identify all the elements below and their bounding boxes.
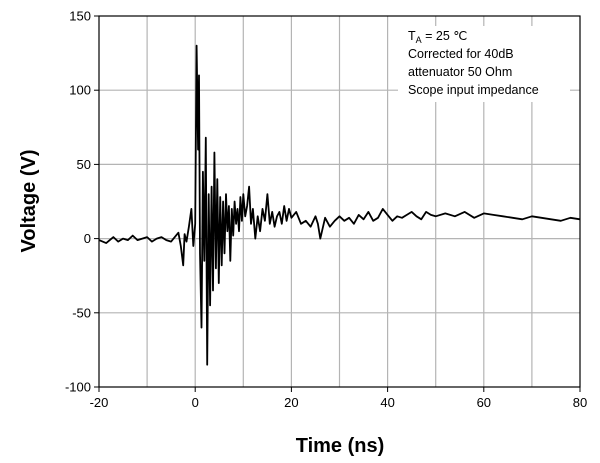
y-axis-ticks: -100 -50 0 50 100 150 — [65, 9, 99, 395]
voltage-trace-line — [98, 44, 581, 366]
x-axis-title: Time (ns) — [296, 435, 385, 457]
x-tick-label: 20 — [284, 395, 298, 410]
y-tick-label: 0 — [84, 231, 91, 246]
plot-frame — [98, 15, 581, 388]
annotation-line-1: TA = 25 ℃ — [408, 29, 467, 45]
y-tick-label: 150 — [69, 9, 91, 24]
y-tick-label: 100 — [69, 83, 91, 98]
annotation-box: TA = 25 ℃ Corrected for 40dB attenuator … — [398, 26, 570, 102]
annotation-line-4: Scope input impedance — [408, 83, 539, 97]
x-tick-label: 80 — [573, 395, 587, 410]
x-tick-label: 60 — [477, 395, 491, 410]
annotation-line-2: Corrected for 40dB — [408, 47, 514, 61]
y-tick-label: -100 — [65, 380, 91, 395]
x-axis-ticks: -20 0 20 40 60 80 — [90, 387, 587, 410]
y-tick-label: 50 — [77, 157, 91, 172]
x-tick-label: -20 — [90, 395, 109, 410]
y-axis-title: Voltage (V) — [18, 150, 40, 253]
x-tick-label: 0 — [192, 395, 199, 410]
annotation-line-3: attenuator 50 Ohm — [408, 65, 512, 79]
x-tick-label: 40 — [380, 395, 394, 410]
y-tick-label: -50 — [72, 305, 91, 320]
